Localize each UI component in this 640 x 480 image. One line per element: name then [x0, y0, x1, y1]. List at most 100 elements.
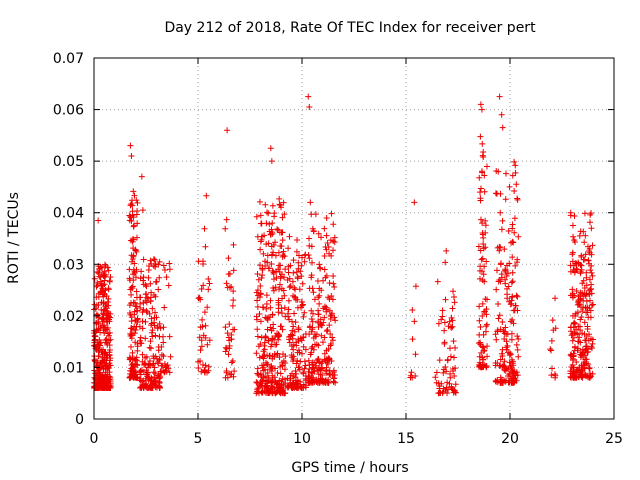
data-point — [279, 214, 286, 221]
data-point — [514, 293, 521, 300]
data-point — [325, 294, 332, 301]
data-point — [226, 284, 233, 291]
data-point — [316, 300, 323, 307]
data-point — [515, 336, 522, 343]
data-point — [478, 256, 485, 263]
data-point — [299, 280, 306, 287]
data-point — [93, 362, 100, 369]
data-point — [146, 310, 153, 317]
data-point — [569, 251, 576, 258]
data-point — [151, 256, 158, 263]
x-axis-tick-labels: 0 5 10 15 20 25 — [90, 431, 623, 447]
data-point — [260, 374, 267, 381]
data-point — [329, 337, 336, 344]
data-point — [502, 280, 509, 287]
data-point — [269, 365, 276, 372]
data-point — [101, 330, 108, 336]
chart-title: Day 212 of 2018, Rate Of TEC Index for r… — [164, 20, 536, 36]
data-point — [95, 348, 102, 355]
data-point — [223, 280, 230, 287]
data-point — [504, 262, 511, 269]
data-point — [267, 324, 274, 331]
data-point — [274, 350, 281, 357]
data-point — [155, 371, 162, 378]
data-point — [587, 267, 594, 274]
data-point — [280, 199, 287, 206]
data-point — [477, 197, 484, 204]
data-point — [477, 275, 484, 282]
data-point — [571, 329, 578, 336]
data-point — [205, 286, 212, 293]
data-point — [569, 222, 576, 229]
data-point — [580, 277, 587, 284]
data-point — [409, 306, 416, 313]
data-point — [162, 367, 169, 374]
data-point — [253, 379, 260, 386]
data-point — [328, 293, 335, 300]
data-point — [106, 277, 113, 284]
data-point — [499, 124, 506, 131]
data-point — [412, 283, 419, 290]
data-point — [146, 360, 153, 367]
data-point — [316, 264, 323, 271]
data-point — [129, 256, 136, 263]
x-axis-label: GPS time / hours — [291, 460, 408, 476]
data-point — [322, 274, 329, 281]
data-point — [152, 332, 159, 339]
data-point — [575, 298, 582, 305]
data-point — [509, 278, 516, 285]
data-point — [298, 273, 305, 280]
data-point — [148, 376, 155, 383]
data-point — [266, 352, 273, 359]
data-point — [128, 332, 135, 339]
data-point — [150, 256, 157, 263]
data-point — [509, 221, 516, 228]
data-point — [129, 236, 136, 243]
data-point — [314, 356, 321, 363]
data-point — [497, 261, 504, 268]
data-point — [149, 305, 156, 312]
data-point — [330, 273, 337, 280]
data-point — [509, 172, 516, 179]
data-point — [223, 367, 230, 374]
data-point — [222, 374, 229, 381]
data-point — [132, 373, 139, 380]
data-point — [507, 301, 514, 308]
data-point — [97, 325, 104, 332]
data-point — [131, 260, 138, 267]
data-point — [441, 327, 448, 334]
data-point — [331, 284, 338, 290]
data-point — [258, 334, 265, 341]
data-point — [131, 192, 138, 199]
data-point — [439, 307, 446, 314]
data-point — [257, 283, 264, 290]
data-point — [550, 327, 557, 334]
data-point — [142, 318, 149, 325]
data-point — [253, 350, 260, 357]
data-point — [152, 309, 159, 316]
data-point — [452, 381, 459, 388]
data-point — [549, 365, 556, 372]
data-point — [314, 277, 321, 284]
data-point — [270, 269, 277, 276]
x-tick-label: 10 — [293, 431, 311, 447]
data-point — [134, 207, 141, 214]
data-point — [268, 260, 275, 267]
data-point — [156, 385, 163, 392]
data-point — [134, 319, 141, 326]
data-point — [107, 336, 114, 343]
data-point — [167, 353, 174, 360]
data-point — [484, 321, 491, 328]
data-point — [222, 324, 229, 331]
data-point — [263, 301, 270, 308]
data-point — [586, 304, 593, 311]
data-point — [581, 319, 588, 326]
data-point — [163, 274, 170, 281]
data-point — [148, 329, 155, 336]
data-point — [569, 294, 576, 301]
data-point — [481, 188, 488, 195]
data-point — [309, 318, 316, 325]
data-point — [310, 346, 317, 353]
data-point — [91, 275, 98, 282]
